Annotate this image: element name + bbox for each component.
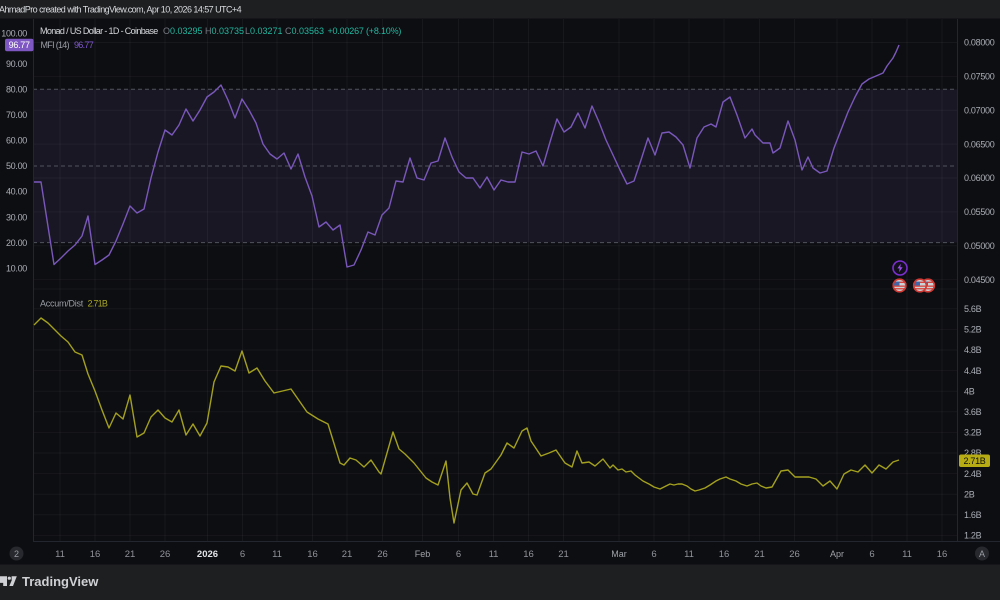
- svg-text:3.6B: 3.6B: [964, 407, 982, 417]
- svg-text:21: 21: [125, 549, 136, 560]
- svg-text:20.00: 20.00: [6, 238, 27, 248]
- svg-text:Accum/Dist: Accum/Dist: [40, 299, 84, 309]
- svg-text:1.6B: 1.6B: [964, 510, 982, 520]
- svg-text:10.00: 10.00: [6, 263, 27, 273]
- svg-text:21: 21: [754, 549, 765, 560]
- svg-text:16: 16: [719, 549, 730, 560]
- svg-text:11: 11: [272, 549, 282, 560]
- svg-text:2.8B: 2.8B: [964, 448, 982, 458]
- svg-text:2B: 2B: [964, 489, 975, 499]
- svg-text:0.05500: 0.05500: [964, 207, 995, 217]
- svg-text:AhmadPro created with TradingV: AhmadPro created with TradingView.com, A…: [0, 5, 242, 15]
- svg-text:1.2B: 1.2B: [964, 531, 982, 541]
- svg-text:26: 26: [789, 549, 800, 560]
- svg-text:100.00: 100.00: [1, 29, 27, 39]
- svg-text:6: 6: [456, 549, 461, 560]
- svg-text:2: 2: [14, 549, 19, 559]
- svg-text:21: 21: [342, 549, 353, 560]
- svg-text:L0.03271: L0.03271: [245, 26, 283, 36]
- svg-text:70.00: 70.00: [6, 110, 27, 120]
- svg-text:60.00: 60.00: [6, 136, 27, 146]
- svg-text:96.77: 96.77: [9, 40, 30, 50]
- svg-text:0.04500: 0.04500: [964, 275, 995, 285]
- svg-text:26: 26: [377, 549, 388, 560]
- svg-text:50.00: 50.00: [6, 161, 27, 171]
- svg-text:4B: 4B: [964, 386, 975, 396]
- svg-text:11: 11: [489, 549, 499, 560]
- svg-text:0.08000: 0.08000: [964, 38, 995, 48]
- svg-text:2.4B: 2.4B: [964, 469, 982, 479]
- svg-text:Monad / US Dollar - 1D - Coinb: Monad / US Dollar - 1D - Coinbase: [40, 26, 158, 36]
- svg-text:16: 16: [523, 549, 534, 560]
- svg-text:90.00: 90.00: [6, 59, 27, 69]
- svg-text:6: 6: [651, 549, 656, 560]
- svg-text:21: 21: [558, 549, 569, 560]
- svg-text:+0.00267: +0.00267: [328, 26, 364, 36]
- svg-text:40.00: 40.00: [6, 187, 27, 197]
- svg-text:4.8B: 4.8B: [964, 345, 982, 355]
- svg-text:O0.03295: O0.03295: [163, 26, 203, 36]
- svg-text:4.4B: 4.4B: [964, 366, 982, 376]
- svg-text:16: 16: [90, 549, 101, 560]
- svg-text:2.71B: 2.71B: [963, 456, 985, 466]
- svg-text:6: 6: [240, 549, 245, 560]
- svg-text:0.06500: 0.06500: [964, 139, 995, 149]
- svg-text:0.05000: 0.05000: [964, 241, 995, 251]
- svg-text:Feb: Feb: [415, 549, 431, 559]
- svg-text:30.00: 30.00: [6, 212, 27, 222]
- svg-text:3.2B: 3.2B: [964, 428, 982, 438]
- svg-text:26: 26: [160, 549, 171, 560]
- svg-text:5.2B: 5.2B: [964, 325, 982, 335]
- svg-text:5.6B: 5.6B: [964, 304, 982, 314]
- svg-text:A: A: [979, 549, 985, 559]
- svg-text:11: 11: [902, 549, 912, 560]
- svg-text:2.71B: 2.71B: [88, 299, 108, 309]
- svg-text:0.06000: 0.06000: [964, 173, 995, 183]
- svg-text:0.07000: 0.07000: [964, 106, 995, 116]
- svg-text:16: 16: [937, 549, 948, 560]
- svg-text:6: 6: [869, 549, 874, 560]
- svg-text:16: 16: [307, 549, 318, 560]
- svg-text:11: 11: [684, 549, 694, 560]
- svg-text:2026: 2026: [197, 549, 218, 560]
- svg-text:80.00: 80.00: [6, 85, 27, 95]
- svg-text:C0.03563: C0.03563: [285, 26, 324, 36]
- svg-text:Mar: Mar: [611, 549, 627, 559]
- svg-text:Apr: Apr: [830, 549, 844, 559]
- svg-text:H0.03735: H0.03735: [205, 26, 244, 36]
- svg-text:(+8.10%): (+8.10%): [366, 26, 401, 36]
- svg-text:96.77: 96.77: [74, 40, 94, 50]
- svg-text:0.07500: 0.07500: [964, 72, 995, 82]
- svg-text:TradingView: TradingView: [22, 574, 99, 589]
- svg-text:MFI (14): MFI (14): [41, 40, 70, 50]
- svg-text:11: 11: [55, 549, 65, 560]
